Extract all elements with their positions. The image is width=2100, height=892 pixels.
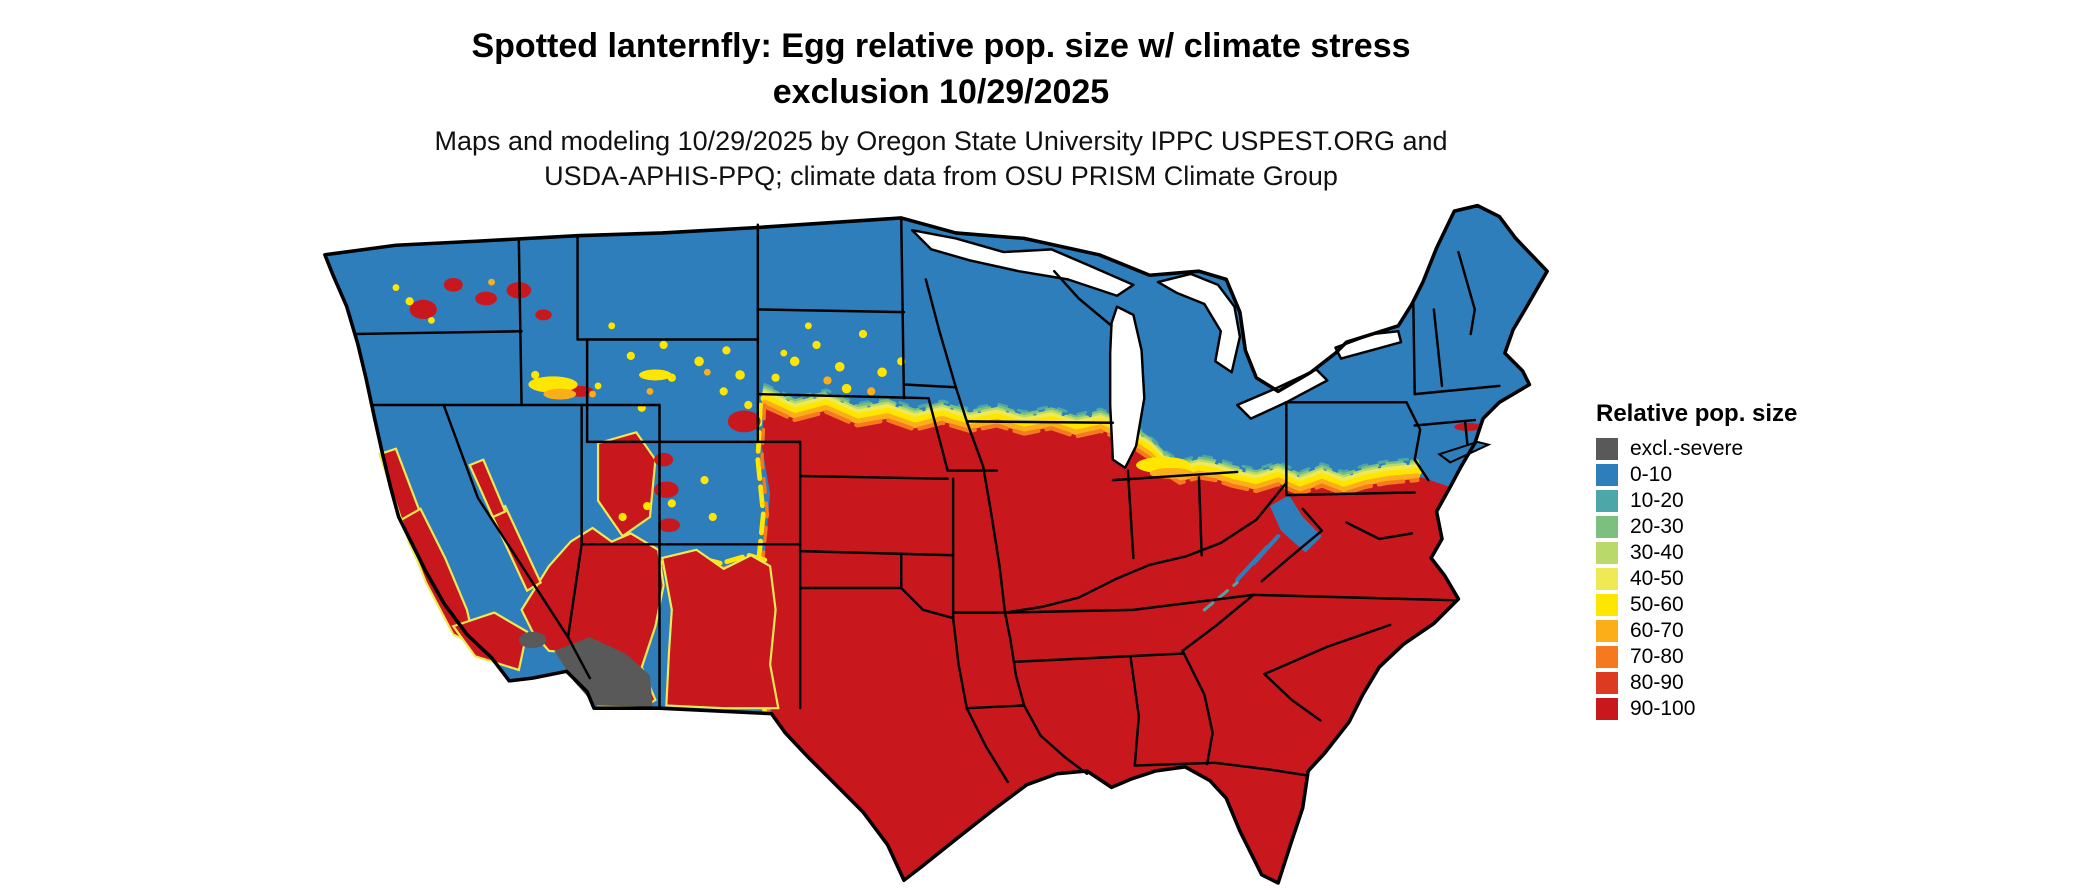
legend-item-label: excl.-severe — [1630, 437, 1744, 460]
legend-swatch — [1596, 594, 1618, 616]
legend-swatch — [1596, 516, 1618, 538]
legend-swatch — [1596, 542, 1618, 564]
legend-item: 30-40 — [1596, 541, 1797, 564]
us-outline — [323, 203, 1549, 885]
legend-item: 80-90 — [1596, 671, 1797, 694]
legend-item-label: 0-10 — [1630, 463, 1673, 486]
legend-item: 50-60 — [1596, 593, 1797, 616]
map-title-line1: Spotted lanternfly: Egg relative pop. si… — [471, 27, 1411, 65]
legend-swatch — [1596, 490, 1618, 512]
legend-swatch — [1596, 438, 1618, 460]
map-subtitle: Maps and modeling 10/29/2025 by Oregon S… — [434, 124, 1447, 194]
legend-item-label: 50-60 — [1630, 593, 1684, 616]
lake-michigan — [1108, 305, 1146, 470]
legend-item: 10-20 — [1596, 489, 1797, 512]
western-red-patches — [378, 431, 780, 710]
legend-item-label: 90-100 — [1630, 697, 1696, 720]
legend-item-label: 70-80 — [1630, 645, 1684, 668]
legend-item: excl.-severe — [1596, 437, 1797, 460]
lake-superior — [910, 228, 1135, 297]
map-title: Spotted lanternfly: Egg relative pop. si… — [471, 24, 1410, 116]
legend-swatch — [1596, 620, 1618, 642]
legend-item: 90-100 — [1596, 697, 1797, 720]
legend-item: 0-10 — [1596, 463, 1797, 486]
legend-item: 40-50 — [1596, 567, 1797, 590]
legend-swatch — [1596, 698, 1618, 720]
legend-item: 70-80 — [1596, 645, 1797, 668]
severe-exclusion-region — [518, 631, 653, 707]
great-lakes — [910, 228, 1403, 470]
map-container — [314, 200, 1554, 890]
legend-swatch — [1596, 464, 1618, 486]
us-map — [323, 203, 1549, 885]
legend-item-label: 40-50 — [1630, 567, 1684, 590]
legend-item-label: 80-90 — [1630, 671, 1684, 694]
legend-swatch — [1596, 568, 1618, 590]
legend-item-label: 60-70 — [1630, 619, 1684, 642]
legend-swatch — [1596, 672, 1618, 694]
lake-huron — [1156, 272, 1242, 374]
state-borders — [353, 218, 1501, 784]
legend-item-label: 10-20 — [1630, 489, 1684, 512]
map-subtitle-line2: USDA-APHIS-PPQ; climate data from OSU PR… — [544, 161, 1338, 192]
long-island — [1437, 440, 1492, 464]
appalachian-blue-streaks — [1202, 495, 1322, 612]
legend-item-label: 30-40 — [1630, 541, 1684, 564]
legend-swatch — [1596, 646, 1618, 668]
map-subtitle-line1: Maps and modeling 10/29/2025 by Oregon S… — [434, 126, 1448, 156]
legend-title: Relative pop. size — [1596, 400, 1798, 427]
legend-item-label: 20-30 — [1630, 515, 1684, 538]
legend: Relative pop. size excl.-severe 0-10 10-20… — [1596, 400, 1797, 724]
legend-items: excl.-severe 0-10 10-20 20-30 30-40 40-50 50-6… — [1596, 437, 1797, 720]
legend-item: 60-70 — [1596, 619, 1797, 642]
map-title-line2: exclusion 10/29/2025 — [772, 72, 1110, 111]
legend-item: 20-30 — [1596, 515, 1797, 538]
